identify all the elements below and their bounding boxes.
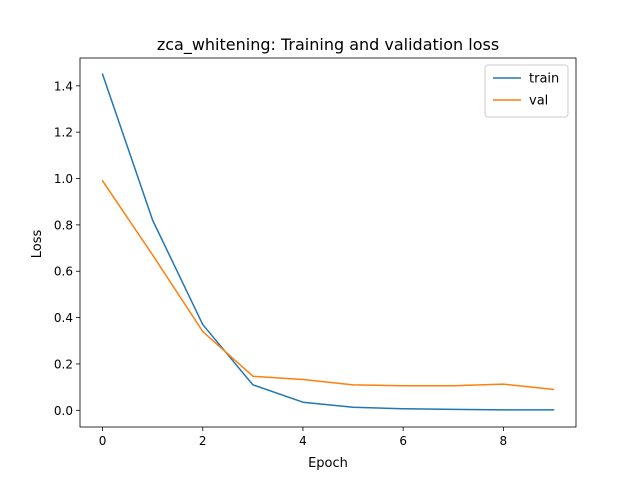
- x-tick-label: 4: [299, 434, 307, 448]
- series-line-val: [101, 179, 555, 391]
- legend-label-val: val: [529, 94, 548, 109]
- x-axis-label: Epoch: [308, 456, 348, 471]
- chart-title: zca_whitening: Training and validation l…: [157, 35, 499, 55]
- x-tick-label: 8: [500, 434, 508, 448]
- y-tick-label: 0.4: [54, 311, 73, 325]
- y-tick-label: 0.0: [54, 404, 73, 418]
- axes-frame: [79, 57, 577, 428]
- y-tick-label: 1.0: [54, 172, 73, 186]
- x-tick-label: 0: [99, 434, 107, 448]
- x-tick-label: 6: [399, 434, 407, 448]
- y-tick-label: 1.2: [54, 126, 73, 140]
- y-tick-label: 0.2: [54, 357, 73, 371]
- x-tick-label: 2: [199, 434, 207, 448]
- plot-area: 0 2 4 6 8 0.0 0.2 0.4 0.6 0.8 1.0 1.2 1.4: [54, 57, 577, 448]
- y-tick-label: 1.4: [54, 79, 73, 93]
- y-tick-label: 0.6: [54, 265, 73, 279]
- legend: train val: [484, 64, 569, 118]
- y-axis-label: Loss: [30, 230, 45, 259]
- series-line-train: [101, 73, 555, 411]
- legend-label-train: train: [529, 72, 559, 87]
- y-tick-label: 0.8: [54, 218, 73, 232]
